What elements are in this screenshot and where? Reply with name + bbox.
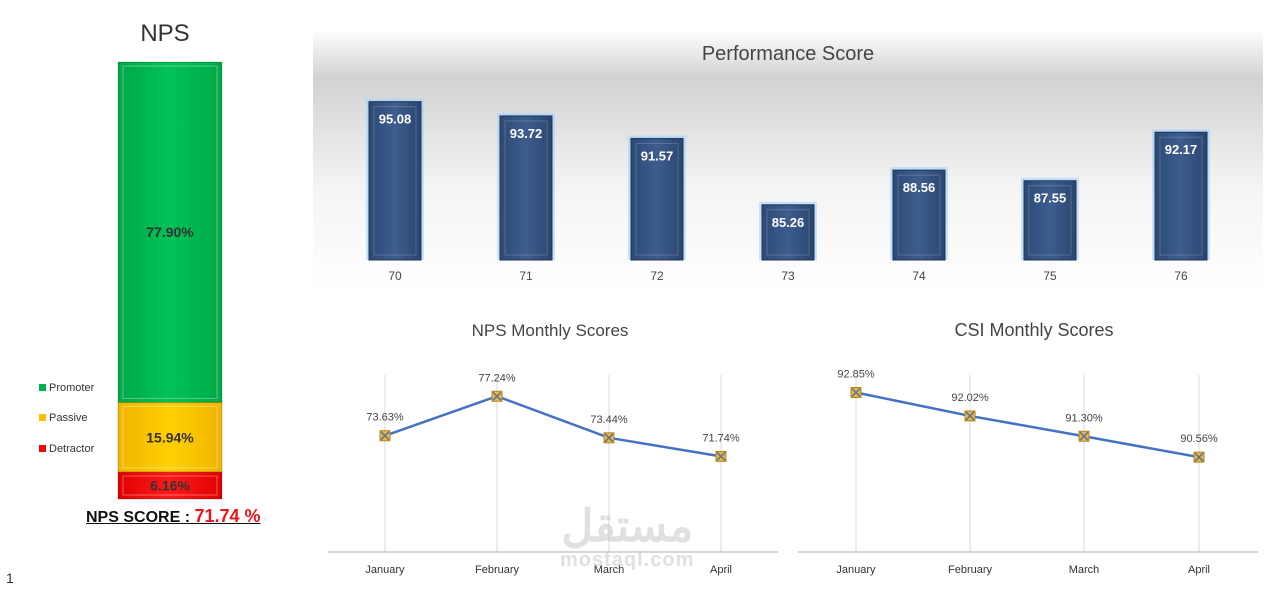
csi-monthly-series-line: [855, 391, 1200, 459]
csi-monthly-data-label: 92.02%: [951, 392, 989, 404]
nps-monthly-data-label: 73.44%: [590, 414, 628, 426]
nps-score: NPS SCORE : 71.74 %: [86, 506, 286, 527]
nps-monthly-series-line: [384, 394, 722, 458]
nps-score-value: 71.74 %: [194, 506, 261, 526]
nps-segment-promoter: [117, 61, 223, 403]
legend-marker-passive: [39, 414, 46, 421]
perf-bar: [499, 115, 553, 261]
perf-bar: [368, 101, 422, 261]
perf-bar: [892, 169, 946, 261]
perf-bar-bevel: [635, 143, 679, 256]
csi-monthly-chart: CSI Monthly Scores 92.85% January 92.02% Fe…: [798, 320, 1258, 576]
perf-category-label: 72: [650, 269, 664, 283]
nps-monthly-point-cross: [604, 433, 614, 443]
perf-category-label: 75: [1043, 269, 1057, 283]
nps-monthly-chart: NPS Monthly Scores 73.63% January 77.24% Fe…: [328, 321, 778, 576]
legend-label-promoter: Promoter: [49, 382, 95, 394]
nps-monthly-data-label: 71.74%: [702, 432, 740, 444]
csi-monthly-data-label: 92.85%: [837, 369, 875, 381]
csi-monthly-point-cross: [1194, 452, 1204, 462]
perf-category-label: 74: [912, 269, 926, 283]
perf-bar-label: 93.72: [510, 126, 543, 141]
perf-bar: [630, 138, 684, 261]
watermark-latin: mostaql.com: [560, 549, 695, 571]
csi-monthly-title: CSI Monthly Scores: [954, 320, 1113, 340]
watermark-arabic: مستقل: [561, 502, 694, 551]
csi-monthly-data-label: 90.56%: [1180, 433, 1218, 445]
nps-segment-bevel-passive: [122, 405, 218, 469]
perf-bar: [761, 204, 815, 261]
perf-bar: [1154, 131, 1208, 261]
perf-bar-label: 95.08: [379, 112, 412, 127]
nps-segment-label-passive: 15.94%: [146, 429, 194, 445]
nps-segment-label-promoter: 77.90%: [146, 224, 194, 240]
perf-category-label: 76: [1174, 269, 1188, 283]
nps-segment-detractor: [117, 471, 223, 500]
perf-category-label: 70: [388, 269, 402, 283]
nps-segment-passive: [117, 401, 223, 473]
nps-monthly-category-label: March: [594, 564, 625, 576]
perf-bar-label: 91.57: [641, 149, 674, 164]
perf-bar-bevel: [504, 120, 548, 256]
perf-bar-label: 92.17: [1165, 142, 1198, 157]
perf-bar-bevel: [766, 209, 810, 256]
nps-monthly-point-cross: [380, 431, 390, 441]
nps-monthly-category-label: February: [475, 564, 520, 576]
performance-score-chart: Performance Score 95.08 70 93.72 71 91.57 72 8…: [313, 30, 1263, 292]
perf-bar-label: 87.55: [1034, 191, 1067, 206]
page-number: 1: [6, 570, 14, 586]
watermark: مستقل mostaql.com: [560, 505, 694, 572]
perf-category-label: 71: [519, 269, 533, 283]
csi-monthly-data-label: 91.30%: [1065, 412, 1103, 424]
nps-monthly-data-label: 77.24%: [478, 372, 516, 384]
legend-label-passive: Passive: [49, 412, 88, 424]
perf-bar-bevel: [1159, 136, 1203, 256]
perf-bar-label: 88.56: [903, 180, 936, 195]
csi-monthly-category-label: February: [948, 564, 993, 576]
perf-bar-bevel: [373, 106, 417, 256]
performance-chart-title: Performance Score: [702, 43, 874, 65]
csi-monthly-point-cross: [1079, 431, 1089, 441]
legend-label-detractor: Detractor: [49, 443, 95, 455]
csi-monthly-category-label: April: [1188, 564, 1210, 576]
nps-monthly-category-label: April: [710, 564, 732, 576]
csi-monthly-point-cross: [851, 387, 861, 398]
perf-bar: [1023, 180, 1077, 261]
legend-marker-promoter: [39, 384, 46, 391]
nps-segment-label-detractor: 6.16%: [150, 478, 190, 494]
csi-monthly-category-label: March: [1069, 564, 1100, 576]
csi-monthly-category-label: January: [836, 564, 876, 576]
nps-monthly-category-label: January: [365, 564, 405, 576]
perf-bar-label: 85.26: [772, 215, 805, 230]
perf-bar-bevel: [897, 174, 941, 256]
nps-stacked-chart: 77.90% 15.94% 6.16% Promoter Passive Detract…: [39, 61, 223, 500]
nps-monthly-point-cross: [492, 391, 502, 401]
nps-monthly-point-cross: [716, 451, 726, 461]
nps-score-label: NPS SCORE :: [86, 509, 195, 526]
nps-segment-bevel-detractor: [122, 475, 218, 496]
perf-category-label: 73: [781, 269, 795, 283]
csi-monthly-point-cross: [965, 411, 975, 421]
nps-segment-bevel-promoter: [122, 65, 218, 399]
nps-monthly-data-label: 73.63%: [366, 412, 404, 424]
legend-marker-detractor: [39, 445, 46, 452]
nps-title: NPS: [140, 20, 190, 47]
perf-bar-bevel: [1028, 185, 1072, 256]
nps-monthly-title: NPS Monthly Scores: [472, 321, 629, 340]
